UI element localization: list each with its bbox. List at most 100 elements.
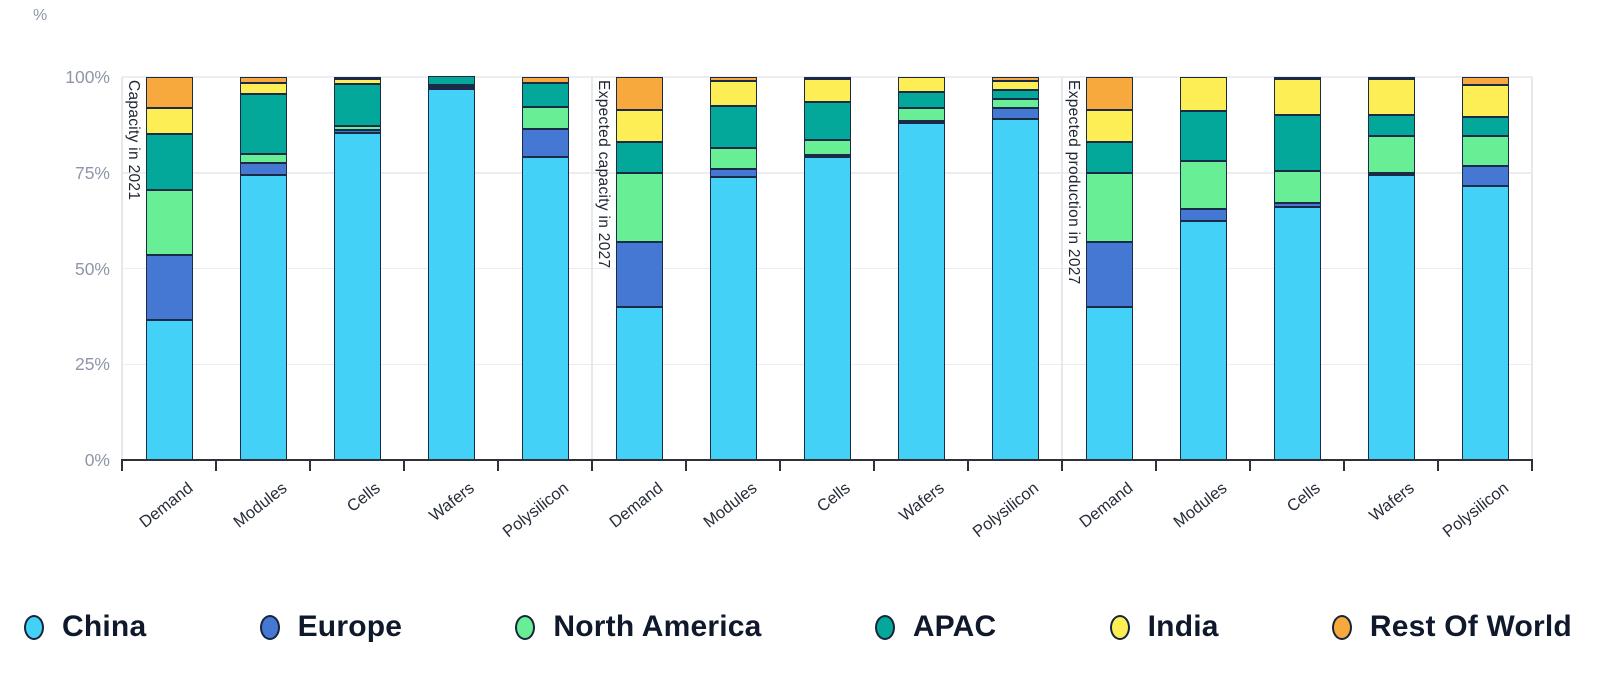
bar-segment-rest-of-world[interactable] (239, 77, 287, 83)
bar-segment-north-america[interactable] (239, 153, 287, 164)
bar-segment-rest-of-world[interactable] (1367, 76, 1415, 79)
bar-expected-production-in-2027-demand[interactable] (1085, 77, 1133, 460)
legend-item-europe[interactable]: Europe (259, 610, 403, 644)
bar-segment-india[interactable] (991, 80, 1039, 91)
bar-segment-europe[interactable] (897, 120, 945, 123)
bar-segment-rest-of-world[interactable] (1273, 76, 1321, 79)
bar-segment-north-america[interactable] (803, 140, 851, 156)
bar-segment-apac[interactable] (709, 105, 757, 148)
bar-segment-china[interactable] (991, 119, 1039, 460)
bar-segment-north-america[interactable] (1273, 170, 1321, 204)
bar-segment-apac[interactable] (239, 94, 287, 154)
bar-segment-china[interactable] (1179, 220, 1227, 460)
bar-segment-india[interactable] (615, 109, 663, 143)
bar-segment-north-america[interactable] (709, 147, 757, 169)
bar-expected-capacity-in-2027-cells[interactable] (803, 76, 851, 460)
bar-segment-india[interactable] (1179, 77, 1227, 112)
bar-segment-china[interactable] (145, 320, 193, 460)
bar-expected-capacity-in-2027-modules[interactable] (709, 77, 757, 460)
bar-segment-europe[interactable] (1179, 209, 1227, 221)
bar-segment-india[interactable] (1461, 84, 1509, 118)
bar-segment-apac[interactable] (333, 83, 381, 127)
bar-segment-apac[interactable] (803, 101, 851, 141)
bar-segment-apac[interactable] (1367, 115, 1415, 137)
bar-segment-europe[interactable] (1273, 203, 1321, 208)
bar-segment-rest-of-world[interactable] (333, 76, 381, 79)
bar-segment-china[interactable] (1273, 207, 1321, 460)
bar-segment-europe[interactable] (427, 87, 475, 90)
bar-segment-europe[interactable] (145, 255, 193, 321)
bar-segment-apac[interactable] (145, 134, 193, 190)
bar-segment-rest-of-world[interactable] (1461, 77, 1509, 85)
bar-expected-capacity-in-2027-polysilicon[interactable] (991, 77, 1039, 460)
bar-segment-europe[interactable] (1461, 166, 1509, 187)
bar-segment-china[interactable] (1367, 174, 1415, 460)
bar-segment-north-america[interactable] (1085, 172, 1133, 242)
bar-expected-capacity-in-2027-wafers[interactable] (897, 76, 945, 460)
bar-segment-china[interactable] (427, 89, 475, 460)
bar-segment-north-america[interactable] (427, 85, 475, 88)
bar-segment-north-america[interactable] (615, 172, 663, 242)
bar-segment-north-america[interactable] (897, 107, 945, 121)
bar-capacity-in-2021-modules[interactable] (239, 77, 287, 460)
bar-segment-north-america[interactable] (1461, 135, 1509, 167)
bar-segment-europe[interactable] (1367, 172, 1415, 175)
bar-segment-north-america[interactable] (333, 126, 381, 130)
bar-segment-apac[interactable] (1461, 117, 1509, 136)
bar-segment-china[interactable] (239, 174, 287, 460)
bar-capacity-in-2021-demand[interactable] (145, 77, 193, 460)
bar-segment-india[interactable] (803, 78, 851, 102)
bar-segment-china[interactable] (709, 176, 757, 460)
bar-segment-apac[interactable] (615, 142, 663, 173)
bar-segment-india[interactable] (145, 107, 193, 135)
bar-expected-production-in-2027-wafers[interactable] (1367, 76, 1415, 460)
bar-segment-india[interactable] (1273, 78, 1321, 116)
bar-segment-china[interactable] (897, 122, 945, 460)
bar-segment-north-america[interactable] (991, 99, 1039, 109)
legend-item-rest-of-world[interactable]: Rest Of World (1331, 610, 1572, 644)
bar-expected-capacity-in-2027-demand[interactable] (615, 77, 663, 460)
bar-capacity-in-2021-polysilicon[interactable] (521, 77, 569, 460)
legend-item-china[interactable]: China (24, 610, 146, 644)
bar-segment-china[interactable] (1461, 186, 1509, 460)
bar-segment-china[interactable] (1085, 306, 1133, 460)
bar-segment-china[interactable] (333, 132, 381, 460)
bar-segment-europe[interactable] (709, 168, 757, 177)
bar-segment-china[interactable] (615, 306, 663, 460)
bar-segment-europe[interactable] (333, 129, 381, 133)
bar-segment-india[interactable] (333, 78, 381, 84)
bar-segment-rest-of-world[interactable] (709, 77, 757, 81)
bar-segment-rest-of-world[interactable] (615, 77, 663, 110)
bar-segment-europe[interactable] (239, 163, 287, 175)
legend-item-apac[interactable]: APAC (874, 610, 997, 644)
bar-segment-north-america[interactable] (145, 190, 193, 256)
bar-segment-apac[interactable] (521, 82, 569, 107)
bar-segment-china[interactable] (803, 157, 851, 460)
bar-segment-north-america[interactable] (1179, 161, 1227, 210)
bar-segment-apac[interactable] (1179, 111, 1227, 162)
bar-segment-apac[interactable] (991, 90, 1039, 100)
bar-segment-rest-of-world[interactable] (803, 76, 851, 79)
bar-segment-apac[interactable] (1273, 115, 1321, 171)
bar-segment-apac[interactable] (427, 75, 475, 86)
bar-segment-rest-of-world[interactable] (521, 77, 569, 83)
bar-segment-india[interactable] (1367, 78, 1415, 116)
bar-expected-production-in-2027-modules[interactable] (1179, 77, 1227, 460)
bar-segment-europe[interactable] (521, 128, 569, 158)
bar-expected-production-in-2027-polysilicon[interactable] (1461, 77, 1509, 460)
bar-segment-apac[interactable] (1085, 142, 1133, 173)
legend-item-north-america[interactable]: North America (515, 610, 761, 644)
bar-segment-apac[interactable] (897, 92, 945, 108)
bar-segment-europe[interactable] (991, 108, 1039, 120)
bar-segment-north-america[interactable] (521, 106, 569, 129)
bar-segment-north-america[interactable] (1367, 136, 1415, 173)
bar-capacity-in-2021-wafers[interactable] (427, 75, 475, 460)
bar-segment-europe[interactable] (615, 241, 663, 307)
bar-segment-rest-of-world[interactable] (145, 77, 193, 108)
bar-segment-india[interactable] (239, 82, 287, 95)
bar-expected-production-in-2027-cells[interactable] (1273, 76, 1321, 460)
bar-segment-india[interactable] (1085, 109, 1133, 143)
bar-segment-europe[interactable] (803, 155, 851, 158)
legend-item-india[interactable]: India (1109, 610, 1219, 644)
bar-segment-india[interactable] (709, 80, 757, 106)
